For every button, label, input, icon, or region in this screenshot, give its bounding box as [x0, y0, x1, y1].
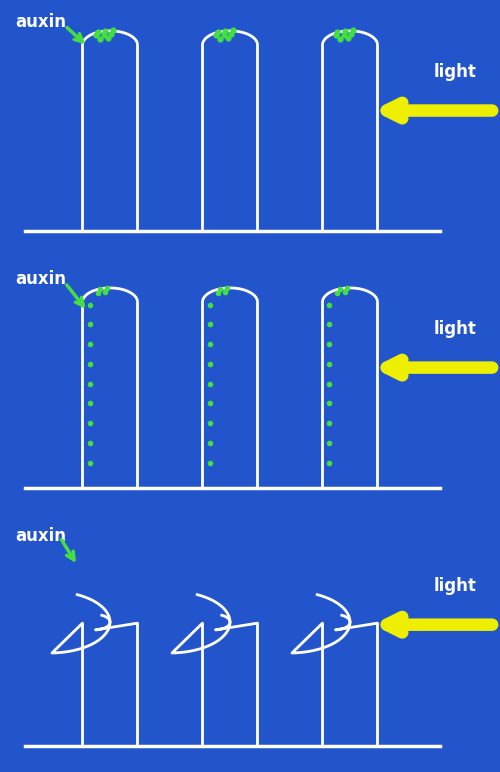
Text: light: light [434, 63, 476, 81]
Text: light: light [434, 577, 476, 595]
Text: light: light [434, 320, 476, 338]
Text: auxin: auxin [15, 270, 66, 288]
Text: auxin: auxin [15, 13, 66, 31]
Text: auxin: auxin [15, 527, 66, 545]
